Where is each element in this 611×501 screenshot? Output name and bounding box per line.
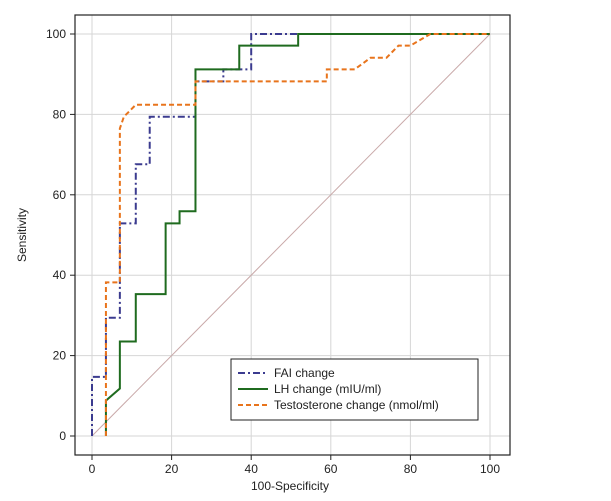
y-tick-label: 40 [53, 268, 67, 282]
legend-box [230, 358, 479, 421]
plot-frame [74, 14, 511, 456]
x-tick-label: 20 [165, 462, 179, 476]
y-tick-label: 0 [59, 429, 66, 443]
y-axis-label: Sensitivity [15, 208, 29, 262]
legend: FAI change LH change (mIU/ml) Testostero… [230, 358, 479, 421]
x-tick-label: 60 [324, 462, 338, 476]
gridlines [75, 15, 510, 455]
series-lines [91, 33, 490, 436]
x-tick-label: 0 [89, 462, 96, 476]
x-axis-ticks: 0 20 40 60 80 100 [89, 455, 500, 476]
y-tick-label: 60 [53, 188, 67, 202]
x-tick-label: 80 [404, 462, 418, 476]
x-axis-label: 100-Specificity [251, 479, 329, 493]
y-tick-label: 80 [53, 107, 67, 121]
diagonal-reference-line [91, 33, 491, 437]
legend-label-testosterone: Testosterone change (nmol/ml) [274, 398, 439, 412]
x-tick-label: 40 [245, 462, 259, 476]
series-line-lh [104, 33, 490, 436]
y-axis-ticks: 0 20 40 60 80 100 [46, 27, 75, 443]
x-tick-label: 100 [480, 462, 500, 476]
y-tick-label: 20 [53, 349, 67, 363]
y-tick-label: 100 [46, 27, 66, 41]
legend-label-lh: LH change (mIU/ml) [274, 382, 381, 396]
legend-label-fai: FAI change [274, 366, 335, 380]
